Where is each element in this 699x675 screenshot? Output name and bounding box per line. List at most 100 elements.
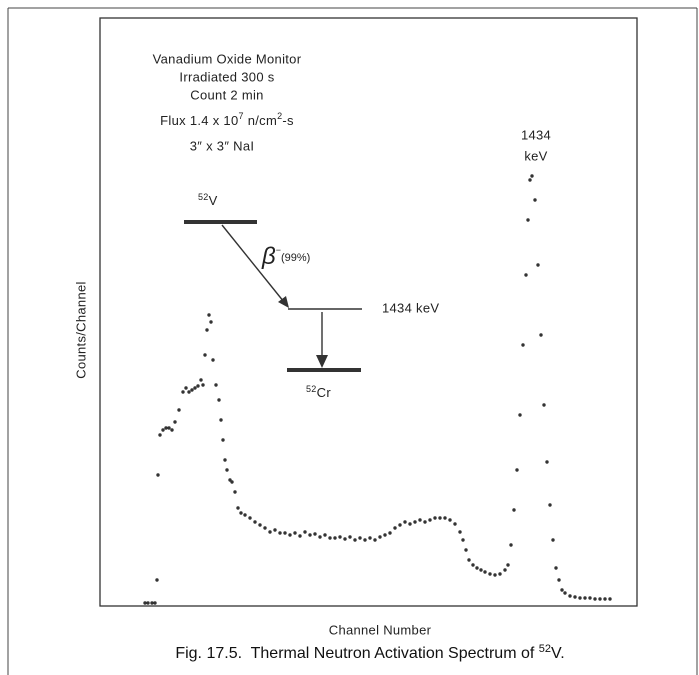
data-point xyxy=(598,597,602,601)
data-point xyxy=(161,428,165,432)
data-point xyxy=(521,343,525,347)
data-point xyxy=(239,511,243,515)
beta-label: β−(99%) xyxy=(261,243,310,270)
data-point xyxy=(438,516,442,520)
data-point xyxy=(211,358,215,362)
data-point xyxy=(153,601,157,605)
data-point xyxy=(368,536,372,540)
plot-frame xyxy=(99,17,638,607)
text-part: n/cm xyxy=(244,113,277,128)
data-point xyxy=(554,566,558,570)
text-part: Cr xyxy=(317,385,332,400)
data-point xyxy=(453,522,457,526)
data-point xyxy=(373,538,377,542)
text-part: Fig. 17.5. Thermal Neutron Activation Sp… xyxy=(175,645,538,662)
data-point xyxy=(343,537,347,541)
data-point xyxy=(167,426,171,430)
data-point xyxy=(323,533,327,537)
data-point xyxy=(363,538,367,542)
data-point xyxy=(263,526,267,530)
text-part: (99%) xyxy=(281,252,310,264)
data-point xyxy=(608,597,612,601)
data-point xyxy=(433,516,437,520)
beta-arrow xyxy=(221,224,285,303)
data-point xyxy=(187,390,191,394)
data-point xyxy=(190,388,194,392)
data-point xyxy=(533,198,537,202)
data-point xyxy=(448,518,452,522)
superscript: − xyxy=(276,245,281,255)
arrow-head xyxy=(316,355,328,368)
data-point xyxy=(225,468,229,472)
data-point xyxy=(471,563,475,567)
data-point xyxy=(483,570,487,574)
data-point xyxy=(443,516,447,520)
data-point xyxy=(509,543,513,547)
data-point xyxy=(303,530,307,534)
y-axis-label: Counts/Channel xyxy=(73,281,88,378)
data-point xyxy=(524,273,528,277)
data-point xyxy=(493,573,497,577)
data-point xyxy=(583,596,587,600)
decay-scheme xyxy=(184,220,362,372)
data-point xyxy=(156,473,160,477)
data-point xyxy=(201,383,205,387)
data-point xyxy=(268,530,272,534)
data-point xyxy=(545,460,549,464)
info-line: Vanadium Oxide Monitor xyxy=(153,51,302,66)
data-point xyxy=(498,572,502,576)
data-point xyxy=(155,578,159,582)
data-point xyxy=(283,531,287,535)
page-frame xyxy=(7,7,698,675)
data-point xyxy=(578,596,582,600)
data-point xyxy=(184,386,188,390)
data-point xyxy=(243,513,247,517)
data-point xyxy=(488,572,492,576)
text-part: -s xyxy=(282,113,294,128)
data-point xyxy=(219,418,223,422)
data-point xyxy=(464,548,468,552)
caption: Fig. 17.5. Thermal Neutron Activation Sp… xyxy=(175,643,564,662)
data-point xyxy=(539,333,543,337)
data-point xyxy=(177,408,181,412)
data-point xyxy=(203,353,207,357)
data-point xyxy=(348,535,352,539)
data-point xyxy=(308,533,312,537)
data-point xyxy=(423,520,427,524)
data-point xyxy=(164,426,168,430)
data-point xyxy=(557,578,561,582)
data-point xyxy=(506,563,510,567)
data-point xyxy=(253,520,257,524)
data-point xyxy=(293,531,297,535)
data-point xyxy=(199,378,203,382)
superscript: 7 xyxy=(238,111,243,121)
data-point xyxy=(428,518,432,522)
data-point xyxy=(573,595,577,599)
data-point xyxy=(467,558,471,562)
peak-label: 1434 xyxy=(521,127,551,142)
data-point xyxy=(560,588,564,592)
superscript: 52 xyxy=(198,192,209,202)
x-axis-label: Channel Number xyxy=(329,622,432,637)
beta-symbol: β xyxy=(261,243,276,270)
data-point xyxy=(328,536,332,540)
data-point xyxy=(458,530,462,534)
data-point xyxy=(278,531,282,535)
data-point xyxy=(536,263,540,267)
data-point xyxy=(563,591,567,595)
data-point xyxy=(338,535,342,539)
data-point xyxy=(273,528,277,532)
arrow-head xyxy=(278,296,289,308)
data-point xyxy=(551,538,555,542)
data-point xyxy=(603,597,607,601)
data-point xyxy=(173,420,177,424)
data-point xyxy=(313,532,317,536)
data-point xyxy=(217,398,221,402)
data-point xyxy=(479,568,483,572)
daughter-label: 52Cr xyxy=(306,384,331,400)
text-part: V. xyxy=(551,645,565,662)
data-point xyxy=(209,320,213,324)
data-point xyxy=(393,526,397,530)
peak-label: keV xyxy=(524,148,547,163)
data-point xyxy=(568,594,572,598)
